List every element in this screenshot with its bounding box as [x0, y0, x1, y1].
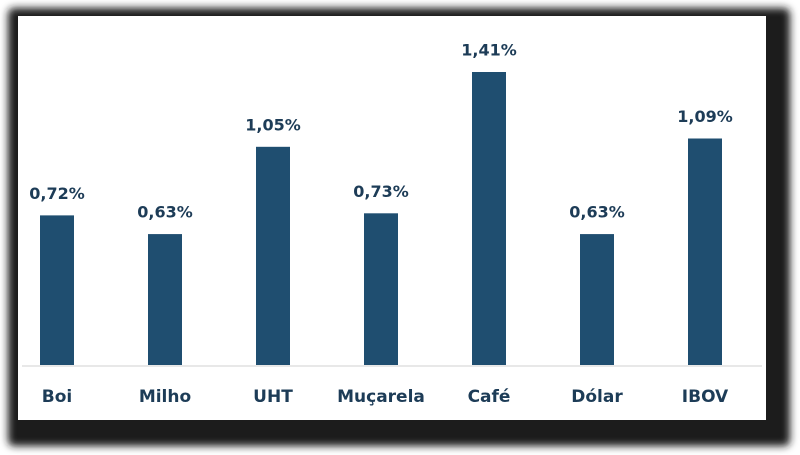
value-label: 0,73%	[353, 182, 409, 201]
category-label: Café	[468, 387, 511, 407]
category-label: IBOV	[682, 387, 729, 407]
category-label: UHT	[253, 387, 293, 407]
bar	[472, 72, 506, 365]
bar	[688, 138, 722, 365]
value-label: 0,63%	[569, 203, 625, 222]
category-label: Boi	[42, 387, 72, 407]
bar	[256, 146, 290, 365]
bar	[40, 215, 74, 365]
category-label: Muçarela	[337, 387, 425, 407]
category-label: Milho	[139, 387, 191, 407]
value-label: 1,41%	[461, 41, 517, 60]
value-label: 1,09%	[677, 107, 733, 126]
category-label: Dólar	[571, 387, 623, 407]
value-label: 1,05%	[245, 115, 301, 134]
value-label: 0,72%	[29, 184, 85, 203]
value-label: 0,63%	[137, 203, 193, 222]
bar	[364, 213, 398, 365]
bar	[148, 234, 182, 365]
bar	[580, 234, 614, 365]
